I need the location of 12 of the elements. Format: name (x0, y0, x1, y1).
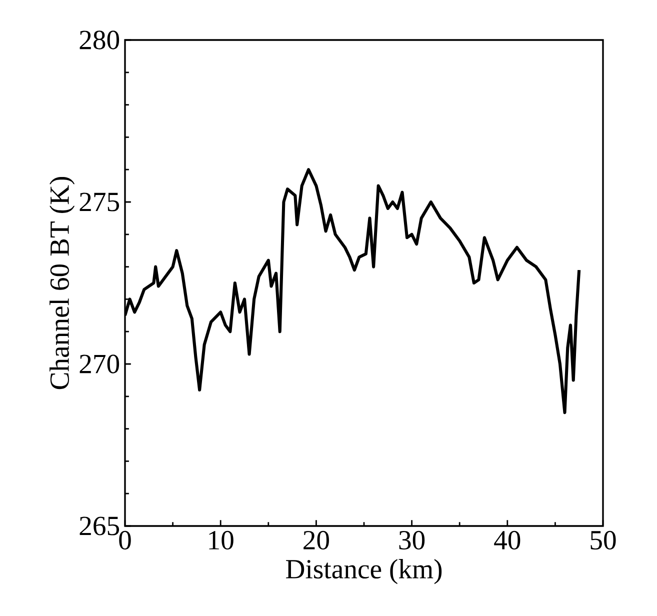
x-tick-label: 50 (590, 530, 616, 550)
x-tick-label: 30 (399, 530, 425, 550)
y-tick-label: 265 (80, 516, 120, 536)
y-tick-label: 270 (80, 354, 120, 374)
y-axis-title: Channel 60 BT (K) (50, 176, 75, 390)
y-tick-label: 275 (80, 192, 120, 212)
x-tick-label: 20 (304, 530, 329, 550)
x-tick-label: 0 (119, 530, 131, 550)
y-tick-label: 280 (80, 30, 120, 50)
x-axis-title: Distance (km) (286, 559, 442, 584)
x-tick-label: 10 (209, 530, 234, 550)
x-tick-label: 40 (494, 530, 520, 550)
